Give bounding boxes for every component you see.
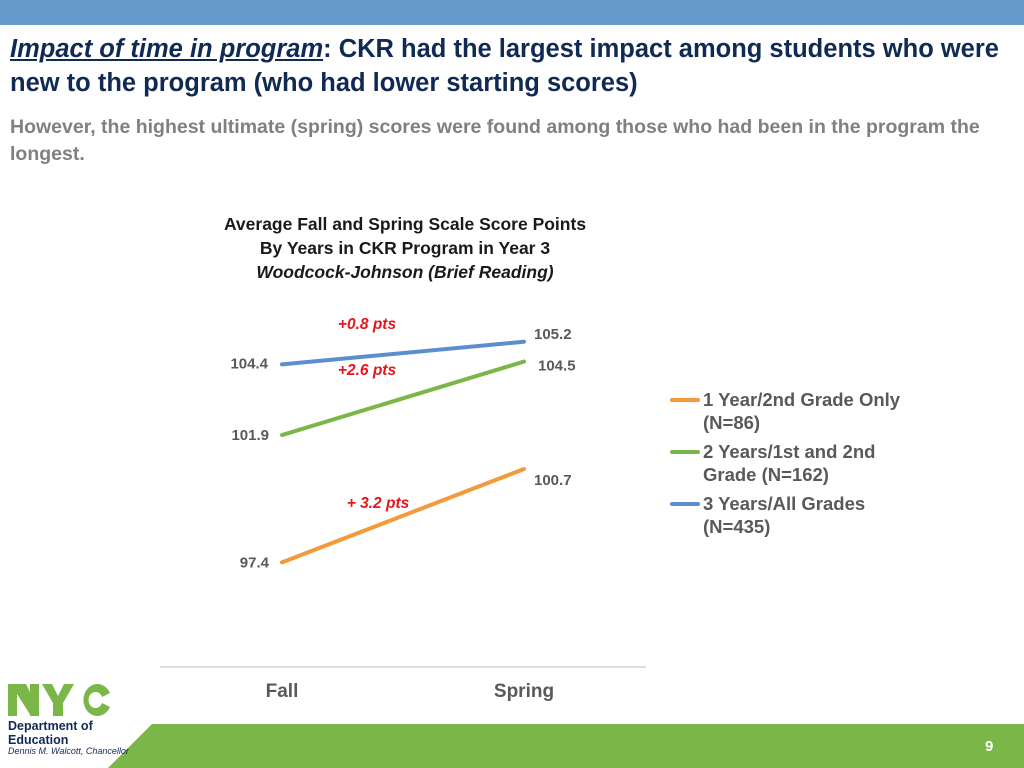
page-subtitle: However, the highest ultimate (spring) s… (10, 116, 980, 165)
legend-item-2-years: 2 Years/1st and 2nd Grade (N=162) (670, 440, 970, 486)
series-line-3-years (280, 339, 526, 367)
data-label-3-years-fall: 104.4 (230, 355, 268, 372)
data-label-2-years-fall: 101.9 (231, 427, 269, 444)
nyc-logo (8, 684, 110, 716)
change-annotation-1-year: + 3.2 pts (347, 495, 410, 512)
chart-title-line-2: By Years in CKR Program in Year 3 (259, 238, 551, 258)
legend-label-2-years: 2 Years/1st and 2nd Grade (N=162) (703, 441, 876, 485)
legend-label-1-year: 1 Year/2nd Grade Only (N=86) (703, 389, 901, 433)
chart-title-line-3: Woodcock-Johnson (Brief Reading) (256, 262, 554, 282)
top-band (0, 0, 1024, 25)
legend-swatch-1-year (670, 398, 700, 402)
org-name: Department of Education (8, 719, 93, 747)
title-emphasis: Impact of time in program (10, 35, 324, 63)
data-label-1-year-fall: 97.4 (240, 554, 270, 571)
series-line-2-years (280, 359, 526, 438)
legend-swatch-2-years (670, 450, 700, 454)
x-tick-label-fall: Fall (266, 681, 299, 702)
title-rest: : CKR had the largest impact among stude… (10, 35, 999, 97)
x-tick-label-spring: Spring (494, 681, 554, 702)
chart-title: Average Fall and Spring Scale Score Poin… (180, 212, 630, 284)
data-label-2-years-spring: 104.5 (538, 358, 576, 375)
legend-swatch-3-years (670, 502, 700, 506)
chart-title-line-1: Average Fall and Spring Scale Score Poin… (223, 214, 587, 234)
chancellor-name: Dennis M. Walcott, Chancellor (8, 746, 129, 756)
change-annotation-3-years: +0.8 pts (338, 316, 397, 333)
legend-item-1-year: 1 Year/2nd Grade Only (N=86) (670, 388, 970, 434)
data-label-3-years-spring: 105.2 (534, 326, 572, 343)
legend-item-3-years: 3 Years/All Grades (N=435) (670, 492, 970, 538)
legend-label-3-years: 3 Years/All Grades (N=435) (703, 493, 866, 537)
page-title: Impact of time in program: CKR had the l… (10, 32, 1010, 100)
page-number: 9 (985, 738, 994, 755)
data-label-1-year-spring: 100.7 (534, 472, 572, 489)
change-annotation-2-years: +2.6 pts (338, 362, 397, 379)
series-line-1-year (280, 467, 526, 565)
chart-legend: 1 Year/2nd Grade Only (N=86) 2 Years/1st … (670, 388, 970, 544)
